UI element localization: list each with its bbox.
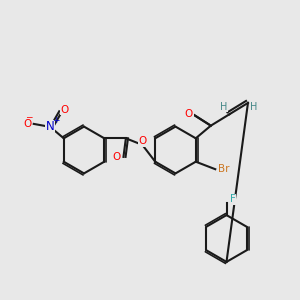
Text: −: −: [25, 112, 32, 121]
Text: F: F: [230, 194, 236, 205]
Text: O: O: [185, 109, 193, 119]
Text: O: O: [138, 136, 146, 146]
Text: O: O: [113, 152, 121, 162]
Text: N: N: [46, 120, 55, 134]
Text: Br: Br: [218, 164, 230, 174]
Text: O: O: [61, 105, 69, 115]
Text: +: +: [52, 116, 59, 125]
Text: H: H: [250, 101, 258, 112]
Text: O: O: [24, 119, 32, 129]
Text: H: H: [220, 102, 228, 112]
